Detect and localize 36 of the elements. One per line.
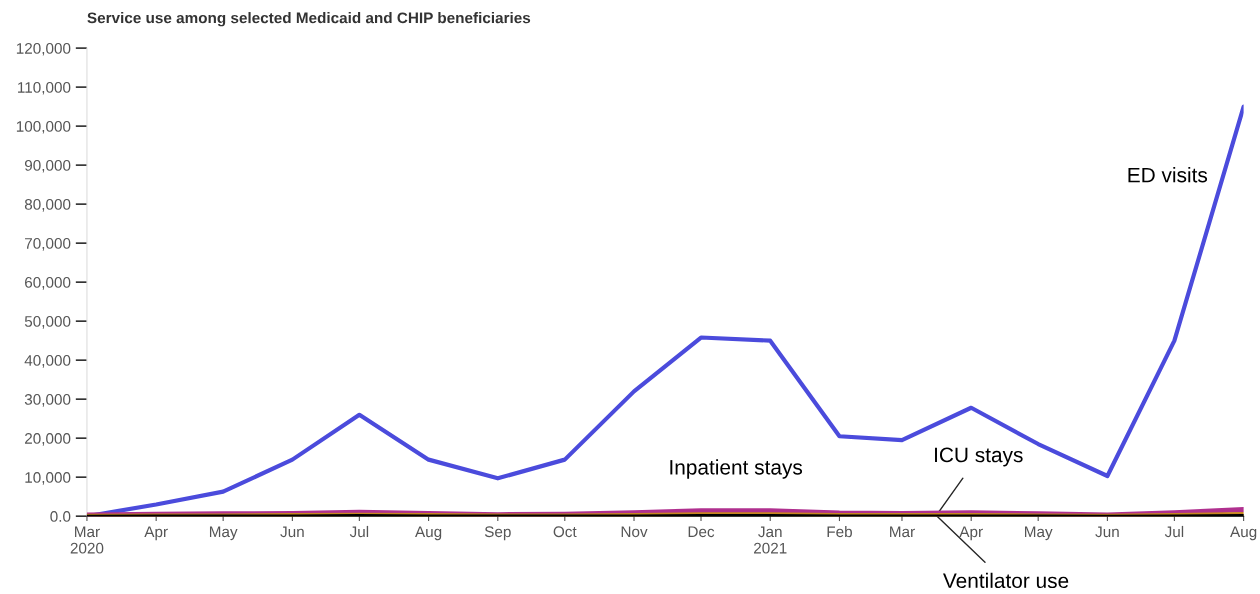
x-tick-label: May [1025, 526, 1053, 541]
y-tick-label: 50,000 [24, 316, 71, 329]
x-tick-label: May [209, 526, 238, 541]
x-tick-label: Jul [1164, 525, 1184, 538]
chart-title: Service use among selected Medicaid and CHIP beneficiaries [87, 12, 531, 27]
x-tick-label: Apr [144, 526, 168, 541]
y-tick-label: 20,000 [25, 433, 71, 446]
x-tick-label: Oct [553, 526, 577, 538]
series-label: Inpatient stays [670, 459, 803, 479]
y-tick-label: 90,000 [24, 160, 71, 173]
x-tick-label: Jun [280, 526, 304, 538]
y-tick-label: 60,000 [25, 277, 71, 290]
x-tick-label: Aug [415, 526, 442, 541]
y-tick-label: 70,000 [25, 238, 71, 251]
x-tick-label: Jan 2021 [754, 526, 787, 554]
x-tick-label: Jun [1095, 526, 1119, 538]
y-tick-label: 10,000 [25, 472, 71, 485]
y-tick-label: 0.0 [50, 511, 71, 522]
y-tick-label: 120,000 [16, 42, 71, 56]
x-tick-label: Aug [1230, 526, 1257, 541]
y-tick-label: 30,000 [24, 394, 71, 407]
x-tick-label: Mar [890, 526, 915, 538]
text: Ventilator use [943, 572, 1069, 589]
x-tick-label: Jul [349, 525, 369, 538]
series-label: ED visits [1128, 167, 1208, 183]
y-tick-label: 80,000 [24, 199, 71, 212]
x-tick-label: Sep [484, 526, 511, 541]
x-tick-label: Dec [688, 526, 715, 538]
y-tick-label: 100,000 [16, 120, 71, 134]
x-tick-label: Apr [959, 526, 983, 541]
x-tick-label: Nov [621, 526, 648, 538]
y-tick-label: 110,000 [18, 81, 71, 95]
y-tick-label: 40,000 [24, 355, 71, 368]
text: ICU stays [935, 447, 1023, 467]
x-tick-label: Feb [827, 525, 852, 538]
x-tick-label: Mar 2020 [70, 526, 104, 554]
